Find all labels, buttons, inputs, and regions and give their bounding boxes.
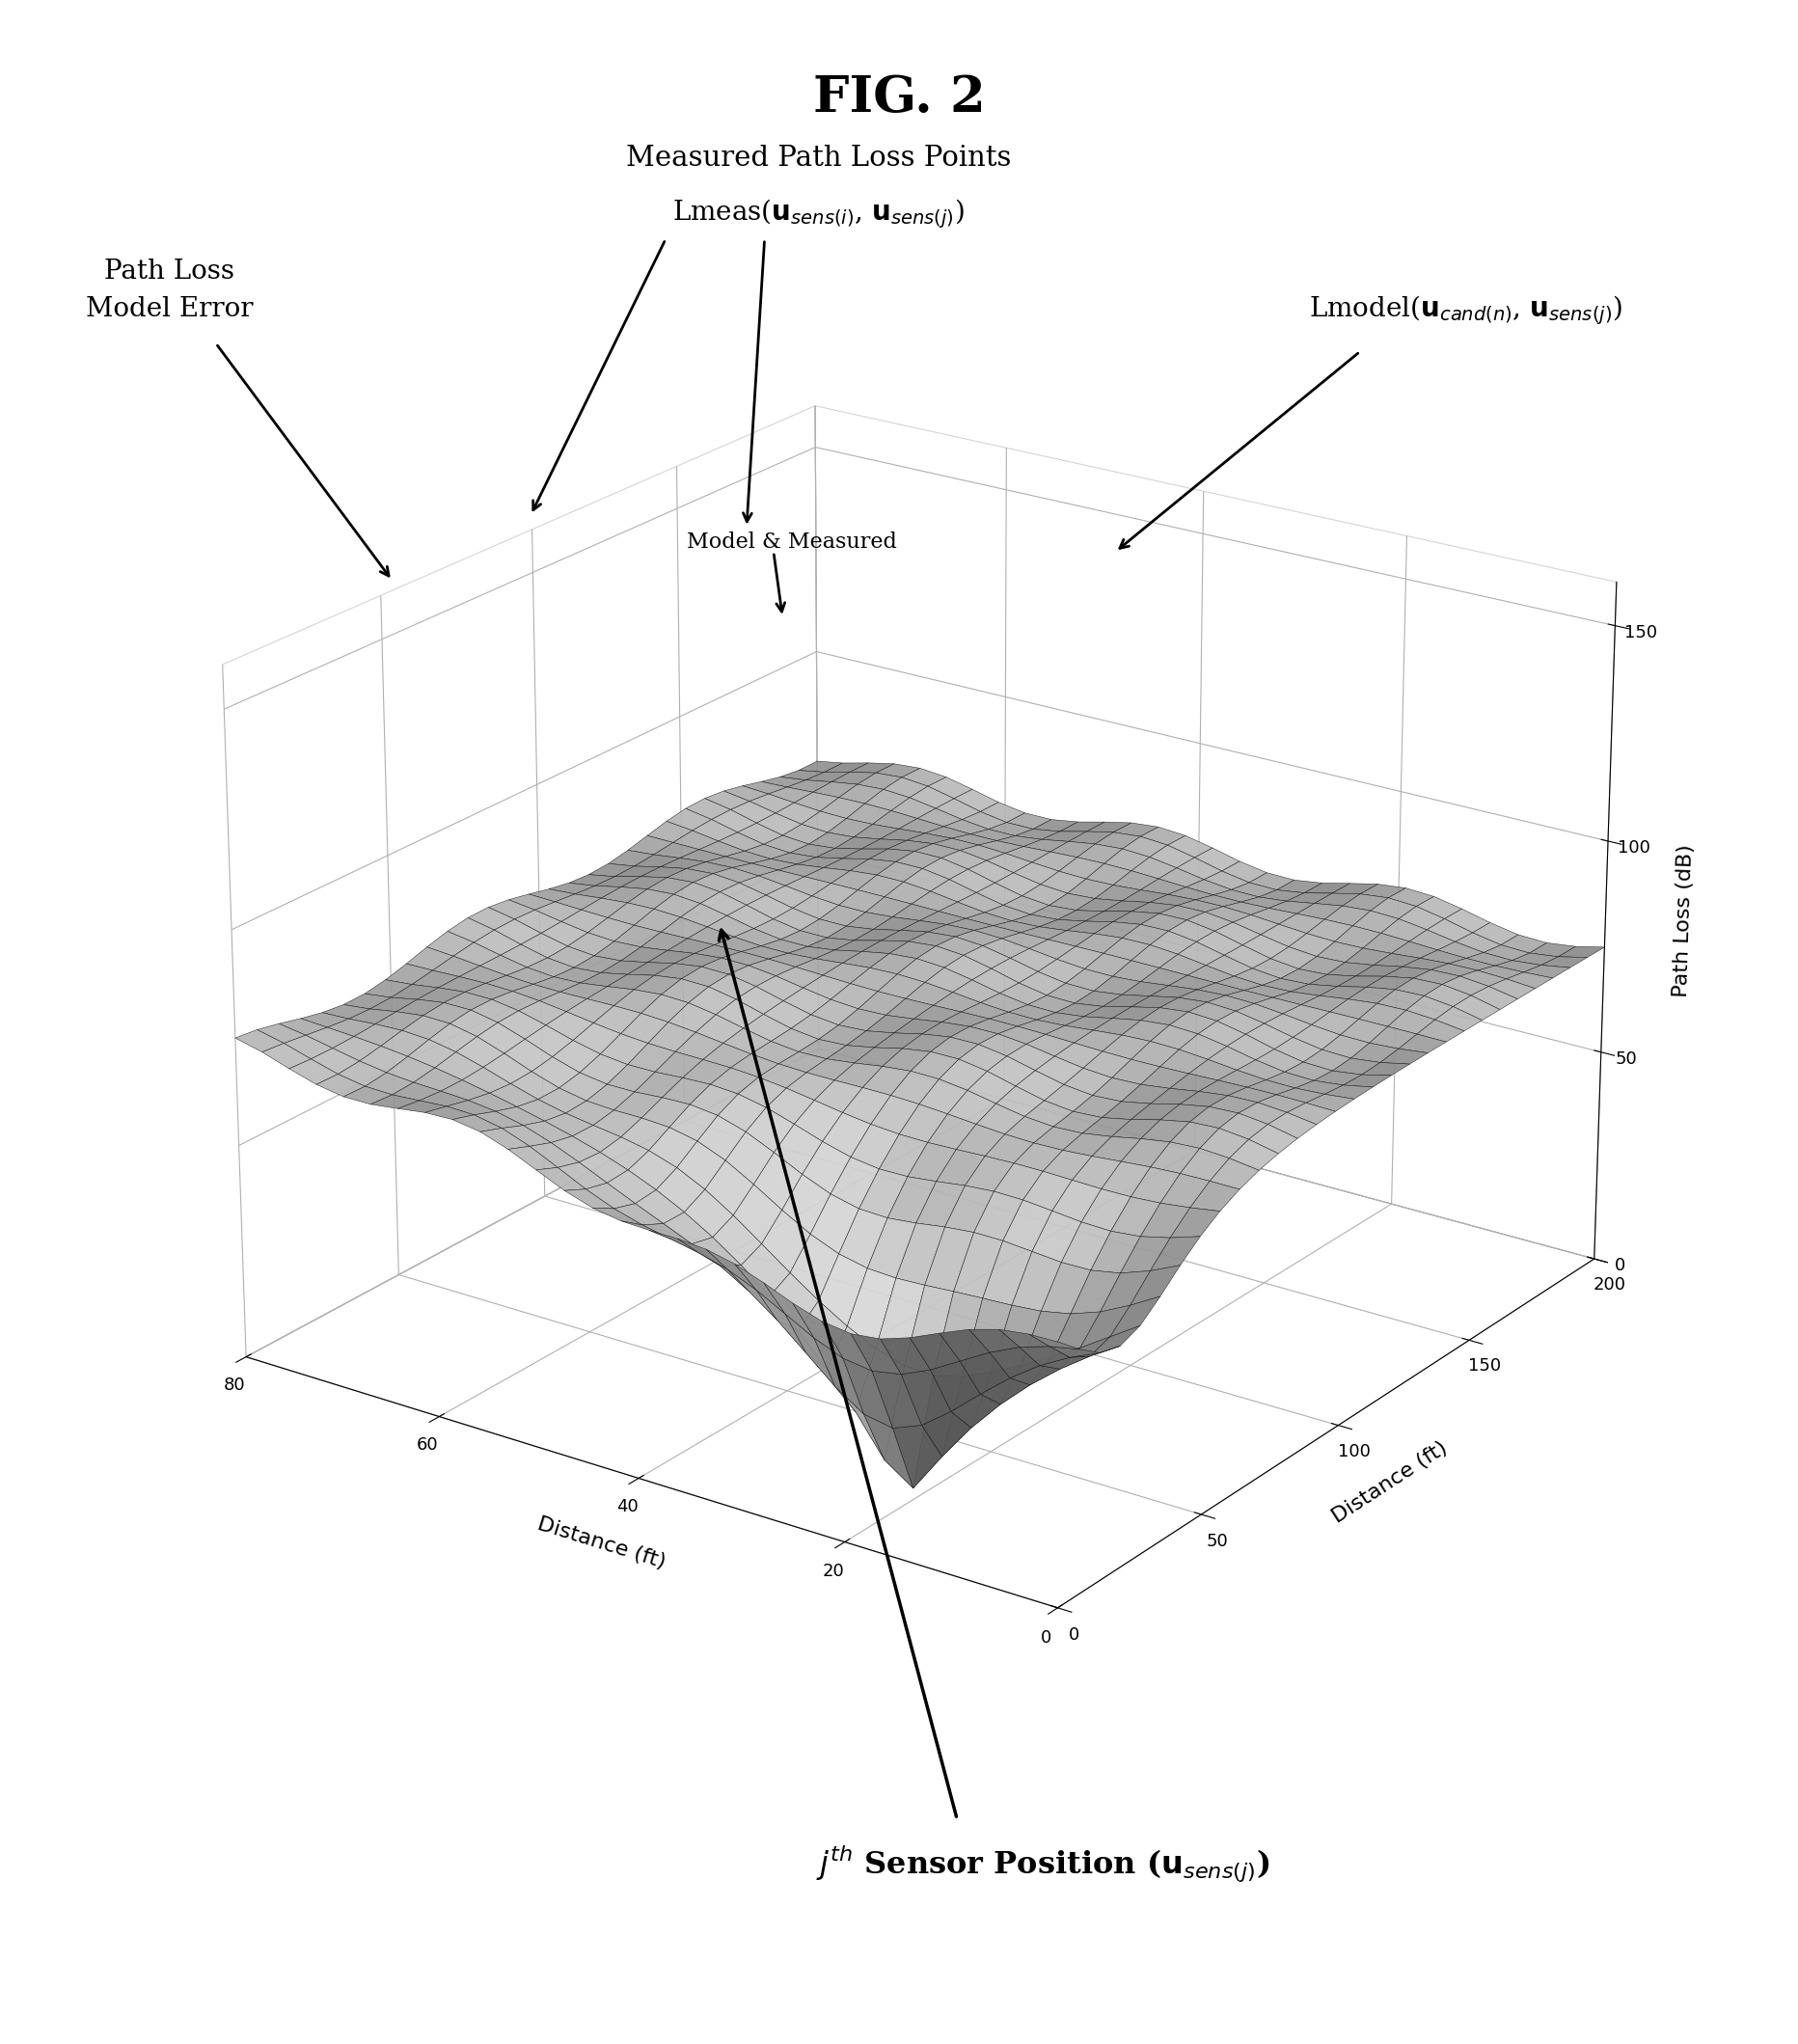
Text: Lmeas($\mathbf{u}_{sens(i)}$, $\mathbf{u}_{sens(j)}$): Lmeas($\mathbf{u}_{sens(i)}$, $\mathbf{u… [672, 198, 964, 231]
Text: FIG. 2: FIG. 2 [813, 74, 985, 123]
Y-axis label: Distance (ft): Distance (ft) [1329, 1439, 1451, 1527]
Text: Measured Path Loss Points: Measured Path Loss Points [626, 145, 1010, 172]
Text: Lmodel($\mathbf{u}_{cand(n)}$, $\mathbf{u}_{sens(j)}$): Lmodel($\mathbf{u}_{cand(n)}$, $\mathbf{… [1309, 294, 1622, 327]
X-axis label: Distance (ft): Distance (ft) [534, 1515, 667, 1572]
Text: $j^{th}$ Sensor Position ($\mathbf{u}_{sens(j)}$): $j^{th}$ Sensor Position ($\mathbf{u}_{s… [816, 1844, 1269, 1885]
Text: Path Loss
Model Error: Path Loss Model Error [85, 258, 254, 323]
Text: Model & Measured: Model & Measured [687, 531, 895, 552]
